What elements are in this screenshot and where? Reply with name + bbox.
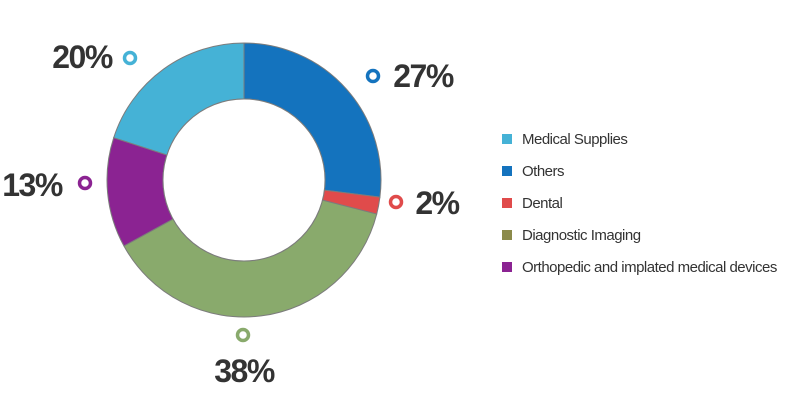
legend-label-dental: Dental	[522, 194, 563, 212]
pct-label-diagnostic-imaging: 38%	[214, 353, 275, 389]
pct-label-orthopedic-and-implated-medical-devices: 13%	[2, 167, 63, 203]
legend-swatch-others	[502, 166, 512, 176]
legend-item-medical-supplies: Medical Supplies	[502, 123, 777, 155]
legend-label-orthopedic: Orthopedic and implated medical devices	[522, 258, 777, 276]
marker-dental	[388, 194, 404, 210]
legend-label-others: Others	[522, 162, 565, 180]
legend-item-orthopedic: Orthopedic and implated medical devices	[502, 251, 777, 283]
legend-item-diagnostic-imaging: Diagnostic Imaging	[502, 219, 777, 251]
legend-item-others: Others	[502, 155, 777, 187]
pct-label-others: 27%	[393, 58, 454, 94]
pct-label-medical-supplies: 20%	[52, 39, 113, 75]
marker-others	[365, 68, 381, 84]
marker-diagnostic-imaging	[235, 327, 251, 343]
marker-orthopedic-and-implated-medical-devices	[77, 175, 93, 191]
legend-swatch-orthopedic	[502, 262, 512, 272]
legend-swatch-dental	[502, 198, 512, 208]
legend-swatch-diagnostic-imaging	[502, 230, 512, 240]
legend-label-diagnostic-imaging: Diagnostic Imaging	[522, 226, 641, 244]
pct-label-dental: 2%	[415, 185, 459, 221]
legend-item-dental: Dental	[502, 187, 777, 219]
chart-legend: Medical Supplies Others Dental Diagnosti…	[502, 123, 777, 283]
legend-label-medical-supplies: Medical Supplies	[522, 130, 628, 148]
donut-hole	[162, 98, 326, 262]
legend-swatch-medical-supplies	[502, 134, 512, 144]
marker-medical-supplies	[122, 50, 138, 66]
